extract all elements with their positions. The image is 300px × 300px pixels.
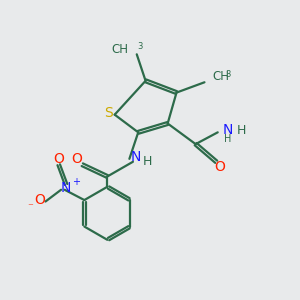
Text: S: S (104, 106, 112, 120)
Text: O: O (71, 152, 82, 167)
Text: O: O (214, 160, 225, 174)
Text: +: + (72, 177, 80, 188)
Text: N: N (61, 181, 71, 195)
Text: 3: 3 (137, 42, 143, 51)
Text: N: N (131, 150, 141, 164)
Text: ⁻: ⁻ (27, 202, 33, 212)
Text: H: H (237, 124, 246, 137)
Text: N: N (223, 123, 233, 137)
Text: CH: CH (213, 70, 230, 83)
Text: O: O (53, 152, 64, 166)
Text: 3: 3 (226, 70, 231, 79)
Text: O: O (34, 193, 45, 207)
Text: H: H (143, 155, 152, 168)
Text: H: H (224, 134, 232, 144)
Text: CH: CH (111, 43, 128, 56)
